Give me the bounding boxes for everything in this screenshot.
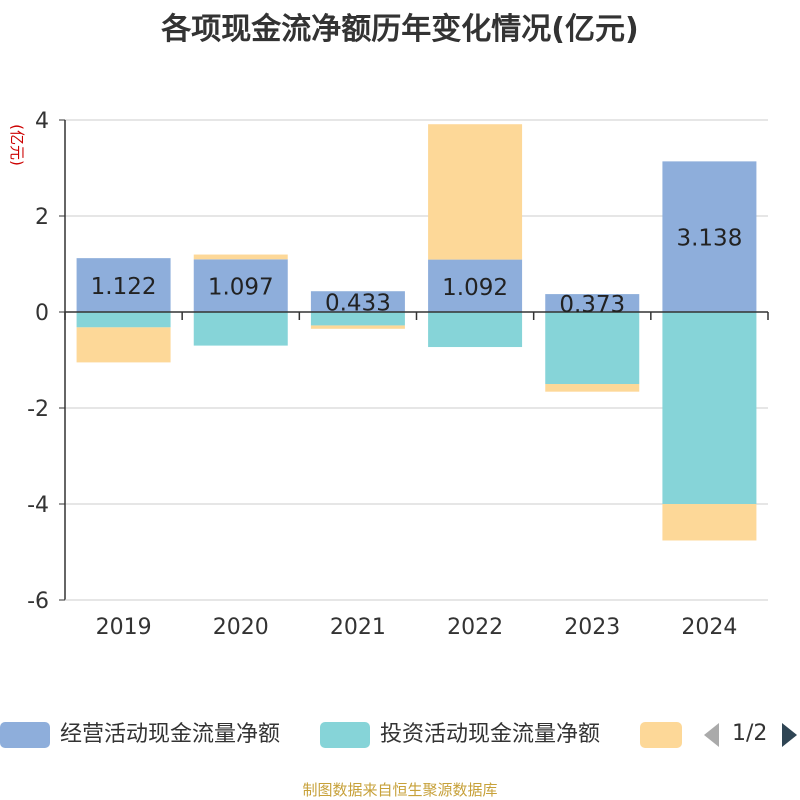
pager-page-text: 1/2: [732, 721, 768, 746]
chart-title: 各项现金流净额历年变化情况(亿元): [161, 12, 639, 47]
bar-financing-2024: [662, 504, 757, 541]
bar-investing-2022: [428, 312, 523, 348]
x-tick-label: 2022: [447, 615, 503, 640]
data-label: 1.097: [208, 275, 274, 301]
bar-investing-2024: [662, 312, 757, 504]
x-tick-label: 2019: [96, 615, 152, 640]
bar-investing-2021: [310, 312, 405, 326]
legend-pager: 1/2: [700, 720, 800, 750]
pager-next-icon[interactable]: [782, 723, 797, 747]
data-label: 0.433: [325, 291, 391, 317]
bar-financing-2019: [76, 327, 171, 363]
data-label: 1.092: [442, 275, 508, 301]
y-tick-label: 2: [35, 205, 49, 230]
bar-operating-2022: [428, 259, 523, 312]
x-tick-label: 2023: [564, 615, 620, 640]
bar-financing-2020: [193, 254, 288, 260]
bar-investing-2020: [193, 312, 288, 346]
legend: 经营活动现金流量净额 投资活动现金流量净额: [0, 714, 800, 754]
y-tick-label: -6: [27, 589, 49, 614]
bar-financing-2022: [428, 124, 523, 260]
bar-operating-2019: [76, 258, 171, 312]
y-tick-label: -2: [27, 397, 49, 422]
bar-investing-2019: [76, 312, 171, 328]
data-label: 3.138: [676, 226, 742, 252]
bar-operating-2023: [545, 294, 640, 312]
y-tick-label: 0: [35, 301, 49, 326]
bar-operating-2020: [193, 259, 288, 312]
y-tick-label: -4: [27, 493, 49, 518]
data-label: 1.122: [91, 274, 157, 300]
legend-swatch-financing: [640, 722, 682, 748]
x-tick-label: 2021: [330, 615, 386, 640]
bar-operating-2021: [310, 291, 405, 312]
bar-operating-2024: [662, 161, 757, 312]
bar-financing-2023: [545, 384, 640, 392]
x-tick-label: 2020: [213, 615, 269, 640]
bar-investing-2023: [545, 312, 640, 384]
source-note: 制图数据来自恒生聚源数据库: [302, 781, 498, 799]
legend-label-investing: 投资活动现金流量净额: [380, 722, 601, 747]
legend-label-operating: 经营活动现金流量净额: [60, 722, 281, 747]
pager-prev-icon[interactable]: [704, 723, 719, 747]
legend-swatch-investing: [320, 722, 370, 748]
legend-swatch-operating: [0, 722, 50, 748]
data-label: 0.373: [559, 292, 625, 318]
y-tick-label: 4: [35, 109, 49, 134]
x-tick-label: 2024: [681, 615, 737, 640]
y-axis-label: (亿元): [8, 124, 26, 166]
bar-financing-2021: [310, 325, 405, 329]
